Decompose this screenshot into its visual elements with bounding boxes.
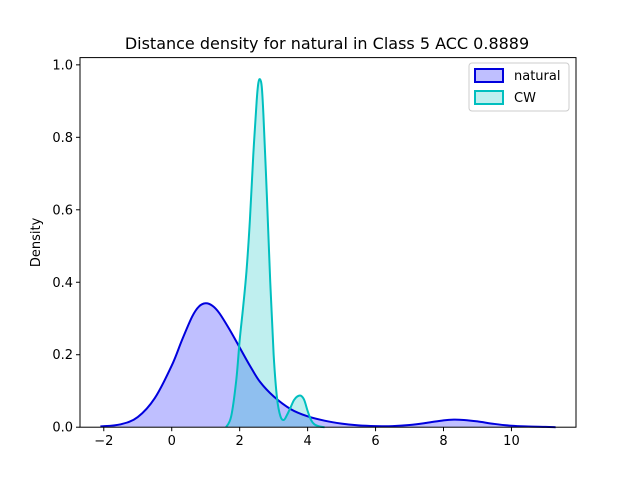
y-axis-label: Density: [29, 217, 44, 267]
y-tick-label: 0.4: [52, 276, 73, 291]
legend-label-natural: natural: [514, 69, 560, 84]
legend-frame: [468, 62, 570, 112]
density-area-natural: [100, 303, 556, 428]
y-tick-label: 1.0: [52, 58, 73, 73]
x-tick-label: 4: [303, 434, 311, 449]
plot-lines: [100, 78, 556, 429]
chart-title: Distance density for natural in Class 5 …: [125, 34, 529, 53]
x-tick-label: 0: [168, 434, 176, 449]
x-tick-label: 6: [371, 434, 379, 449]
plot-frame: [79, 57, 577, 428]
x-tick-label: 8: [439, 434, 447, 449]
density-line-natural: [100, 302, 556, 429]
legend-swatch-cw: [474, 90, 504, 105]
y-tick-label: 0.8: [52, 131, 73, 146]
legend-label-cw: CW: [514, 91, 536, 106]
density-line-cw: [225, 78, 325, 429]
x-tick-label: −2: [94, 434, 113, 449]
x-tick-label: 10: [503, 434, 520, 449]
y-axis: 0.0 0.2 0.4 0.6 0.8 1.0: [52, 58, 80, 436]
legend-swatch-natural: [474, 68, 504, 83]
x-axis: −2 0 2 4 6 8 10: [94, 427, 520, 449]
y-tick-label: 0.0: [52, 421, 73, 436]
x-tick-label: 2: [236, 434, 244, 449]
y-tick-label: 0.2: [52, 348, 73, 363]
legend: natural CW: [468, 62, 570, 112]
plot-fills: [100, 79, 556, 428]
density-area-cw: [226, 79, 325, 428]
y-tick-label: 0.6: [52, 203, 73, 218]
